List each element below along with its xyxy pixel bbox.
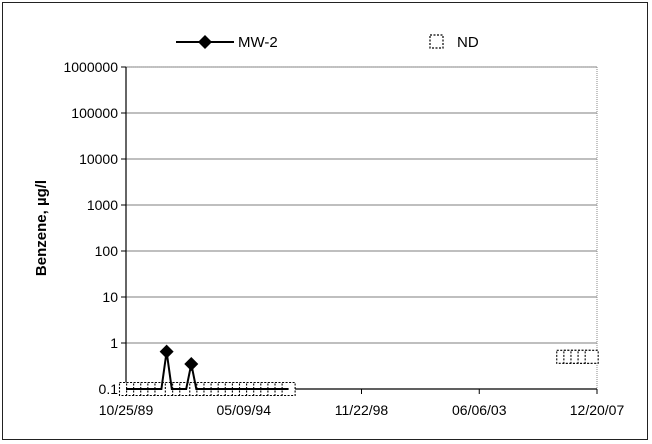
legend-nd-label: ND bbox=[457, 34, 479, 51]
mw2-point bbox=[184, 356, 199, 371]
mw2-point bbox=[159, 344, 174, 359]
legend-mw2-marker bbox=[198, 35, 212, 49]
x-tick-label: 05/09/94 bbox=[217, 402, 272, 418]
x-tick-label: 10/25/89 bbox=[99, 402, 154, 418]
legend-nd-marker bbox=[429, 34, 444, 49]
x-tick-label: 06/06/03 bbox=[452, 402, 507, 418]
x-tick-label: 12/20/07 bbox=[570, 402, 625, 418]
y-tick-label: 100000 bbox=[71, 105, 118, 121]
y-tick-label: 10000 bbox=[79, 151, 118, 167]
y-tick-label: 1000000 bbox=[63, 59, 118, 75]
axes bbox=[121, 66, 598, 394]
y-tick-label: 0.1 bbox=[99, 381, 119, 397]
y-tick-labels: 0.1 1 10 100 1000 10000 100000 1000000 bbox=[63, 59, 118, 397]
y-tick-label: 1 bbox=[110, 335, 118, 351]
x-tick-label: 11/22/98 bbox=[335, 402, 389, 418]
mw2-line bbox=[126, 351, 289, 390]
y-axis-title: Benzene, µg/l bbox=[33, 180, 50, 276]
series-mw2 bbox=[126, 344, 289, 390]
gridlines bbox=[126, 66, 597, 344]
y-tick-label: 10 bbox=[102, 289, 118, 305]
nd-point bbox=[584, 349, 599, 364]
legend: MW-2 ND bbox=[176, 34, 479, 51]
y-tick-label: 1000 bbox=[87, 197, 118, 213]
x-tick-labels: 10/25/89 05/09/94 11/22/98 06/06/03 12/20/07 bbox=[99, 402, 625, 418]
legend-mw2-label: MW-2 bbox=[238, 34, 278, 51]
chart-frame bbox=[2, 2, 648, 440]
y-tick-label: 100 bbox=[95, 243, 119, 259]
